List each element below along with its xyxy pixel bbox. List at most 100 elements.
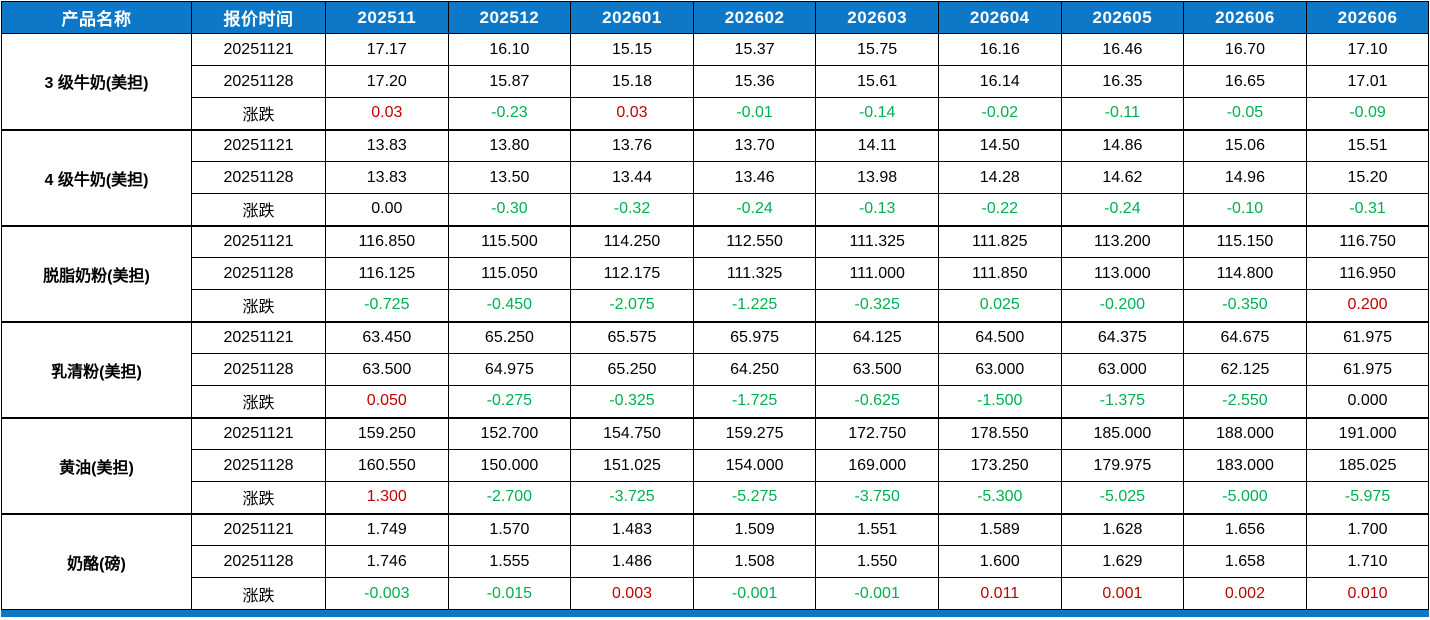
price-cell: 16.65 bbox=[1183, 65, 1307, 98]
change-cell: 0.00 bbox=[325, 193, 449, 226]
price-cell: 178.550 bbox=[937, 416, 1062, 450]
price-cell: 151.025 bbox=[570, 449, 694, 482]
change-cell: 0.002 bbox=[1183, 577, 1307, 610]
change-label: 涨跌 bbox=[191, 97, 326, 130]
price-cell: 13.70 bbox=[692, 128, 817, 162]
change-cell: -0.015 bbox=[447, 577, 572, 610]
col-header-quote-time: 报价时间 bbox=[191, 1, 326, 34]
change-cell: 0.003 bbox=[570, 577, 694, 610]
price-cell: 14.96 bbox=[1183, 161, 1307, 194]
price-cell: 65.250 bbox=[447, 320, 572, 354]
price-cell: 159.250 bbox=[325, 416, 449, 450]
price-cell: 154.750 bbox=[570, 416, 694, 450]
price-cell: 1.658 bbox=[1183, 545, 1307, 578]
change-cell: -3.750 bbox=[815, 481, 939, 514]
price-cell: 14.86 bbox=[1060, 128, 1185, 162]
change-cell: -1.225 bbox=[692, 289, 817, 322]
quote-date: 20251128 bbox=[191, 449, 326, 482]
price-cell: 111.850 bbox=[937, 257, 1062, 290]
price-cell: 152.700 bbox=[447, 416, 572, 450]
change-cell: -0.01 bbox=[692, 97, 817, 130]
price-cell: 1.508 bbox=[692, 545, 817, 578]
quote-date: 20251128 bbox=[191, 161, 326, 194]
change-cell: -0.13 bbox=[815, 193, 939, 226]
product-name: 乳清粉(美担) bbox=[1, 320, 192, 418]
price-cell: 16.10 bbox=[447, 33, 572, 66]
price-cell: 115.050 bbox=[447, 257, 572, 290]
price-cell: 111.325 bbox=[815, 224, 939, 258]
price-row: 脱脂奶粉(美担) 20251121 116.850 115.500 114.250 112… bbox=[1, 224, 1430, 322]
col-header-contract-0: 202511 bbox=[325, 1, 449, 34]
price-cell: 13.76 bbox=[570, 128, 694, 162]
change-cell: -0.02 bbox=[937, 97, 1062, 130]
price-cell: 114.250 bbox=[570, 224, 694, 258]
price-row: 20251128 13.83 13.50 13.44 13.46 13.98 14.28 14… bbox=[2, 161, 1430, 194]
product-name: 3 级牛奶(美担) bbox=[1, 33, 192, 130]
change-cell: -0.325 bbox=[815, 289, 939, 322]
product-name: 黄油(美担) bbox=[1, 416, 192, 514]
price-cell: 1.483 bbox=[570, 512, 694, 546]
change-cell: 0.010 bbox=[1305, 577, 1430, 610]
change-label: 涨跌 bbox=[191, 385, 326, 418]
price-cell: 64.975 bbox=[447, 353, 572, 386]
price-cell: 15.37 bbox=[692, 33, 817, 66]
change-cell: 0.03 bbox=[570, 97, 694, 130]
col-header-product-name: 产品名称 bbox=[1, 1, 192, 34]
price-cell: 16.70 bbox=[1183, 33, 1307, 66]
price-cell: 64.375 bbox=[1060, 320, 1185, 354]
change-cell: 0.200 bbox=[1305, 289, 1430, 322]
price-cell: 111.825 bbox=[937, 224, 1062, 258]
price-cell: 112.550 bbox=[692, 224, 817, 258]
price-cell: 17.20 bbox=[325, 65, 449, 98]
price-cell: 15.36 bbox=[692, 65, 817, 98]
change-cell: 0.011 bbox=[937, 577, 1062, 610]
price-row: 乳清粉(美担) 20251121 63.450 65.250 65.575 65.975 6… bbox=[1, 320, 1430, 418]
col-header-contract-1: 202512 bbox=[447, 1, 572, 34]
change-cell: -0.24 bbox=[692, 193, 817, 226]
price-cell: 65.250 bbox=[570, 353, 694, 386]
col-header-contract-4: 202603 bbox=[815, 1, 939, 34]
change-cell: -0.003 bbox=[325, 577, 449, 610]
price-cell: 188.000 bbox=[1183, 416, 1307, 450]
change-row: 涨跌 -0.003 -0.015 0.003 -0.001 -0.001 0.011 0.00… bbox=[2, 577, 1430, 610]
price-cell: 16.35 bbox=[1060, 65, 1185, 98]
price-cell: 15.51 bbox=[1305, 128, 1430, 162]
price-cell: 15.20 bbox=[1305, 161, 1430, 194]
price-cell: 154.000 bbox=[692, 449, 817, 482]
price-cell: 16.14 bbox=[937, 65, 1062, 98]
change-cell: -0.24 bbox=[1060, 193, 1185, 226]
change-cell: -0.725 bbox=[325, 289, 449, 322]
change-cell: -5.275 bbox=[692, 481, 817, 514]
price-cell: 16.16 bbox=[937, 33, 1062, 66]
price-cell: 185.000 bbox=[1060, 416, 1185, 450]
change-row: 涨跌 0.00 -0.30 -0.32 -0.24 -0.13 -0.22 -0.24 -0.1… bbox=[2, 193, 1430, 226]
price-cell: 150.000 bbox=[447, 449, 572, 482]
change-cell: -0.31 bbox=[1305, 193, 1430, 226]
col-header-contract-5: 202604 bbox=[937, 1, 1062, 34]
price-cell: 14.62 bbox=[1060, 161, 1185, 194]
price-cell: 1.628 bbox=[1060, 512, 1185, 546]
price-cell: 15.75 bbox=[815, 33, 939, 66]
change-cell: -0.10 bbox=[1183, 193, 1307, 226]
price-cell: 1.746 bbox=[325, 545, 449, 578]
price-cell: 191.000 bbox=[1305, 416, 1430, 450]
change-cell: 1.300 bbox=[325, 481, 449, 514]
price-row: 20251128 1.746 1.555 1.486 1.508 1.550 1.600 1.… bbox=[2, 545, 1430, 578]
price-cell: 116.750 bbox=[1305, 224, 1430, 258]
change-cell: -0.001 bbox=[815, 577, 939, 610]
price-cell: 172.750 bbox=[815, 416, 939, 450]
change-cell: -0.200 bbox=[1060, 289, 1185, 322]
price-cell: 61.975 bbox=[1305, 353, 1430, 386]
price-cell: 17.10 bbox=[1305, 33, 1430, 66]
change-cell: -0.05 bbox=[1183, 97, 1307, 130]
price-cell: 116.850 bbox=[325, 224, 449, 258]
price-cell: 1.749 bbox=[325, 512, 449, 546]
price-cell: 14.11 bbox=[815, 128, 939, 162]
change-cell: -5.025 bbox=[1060, 481, 1185, 514]
quote-date: 20251121 bbox=[191, 128, 326, 162]
product-name: 4 级牛奶(美担) bbox=[1, 128, 192, 226]
change-row: 涨跌 -0.725 -0.450 -2.075 -1.225 -0.325 0.025 -0.… bbox=[2, 289, 1430, 322]
price-row: 黄油(美担) 20251121 159.250 152.700 154.750 159.2… bbox=[1, 416, 1430, 514]
quote-date: 20251128 bbox=[191, 545, 326, 578]
price-cell: 1.589 bbox=[937, 512, 1062, 546]
